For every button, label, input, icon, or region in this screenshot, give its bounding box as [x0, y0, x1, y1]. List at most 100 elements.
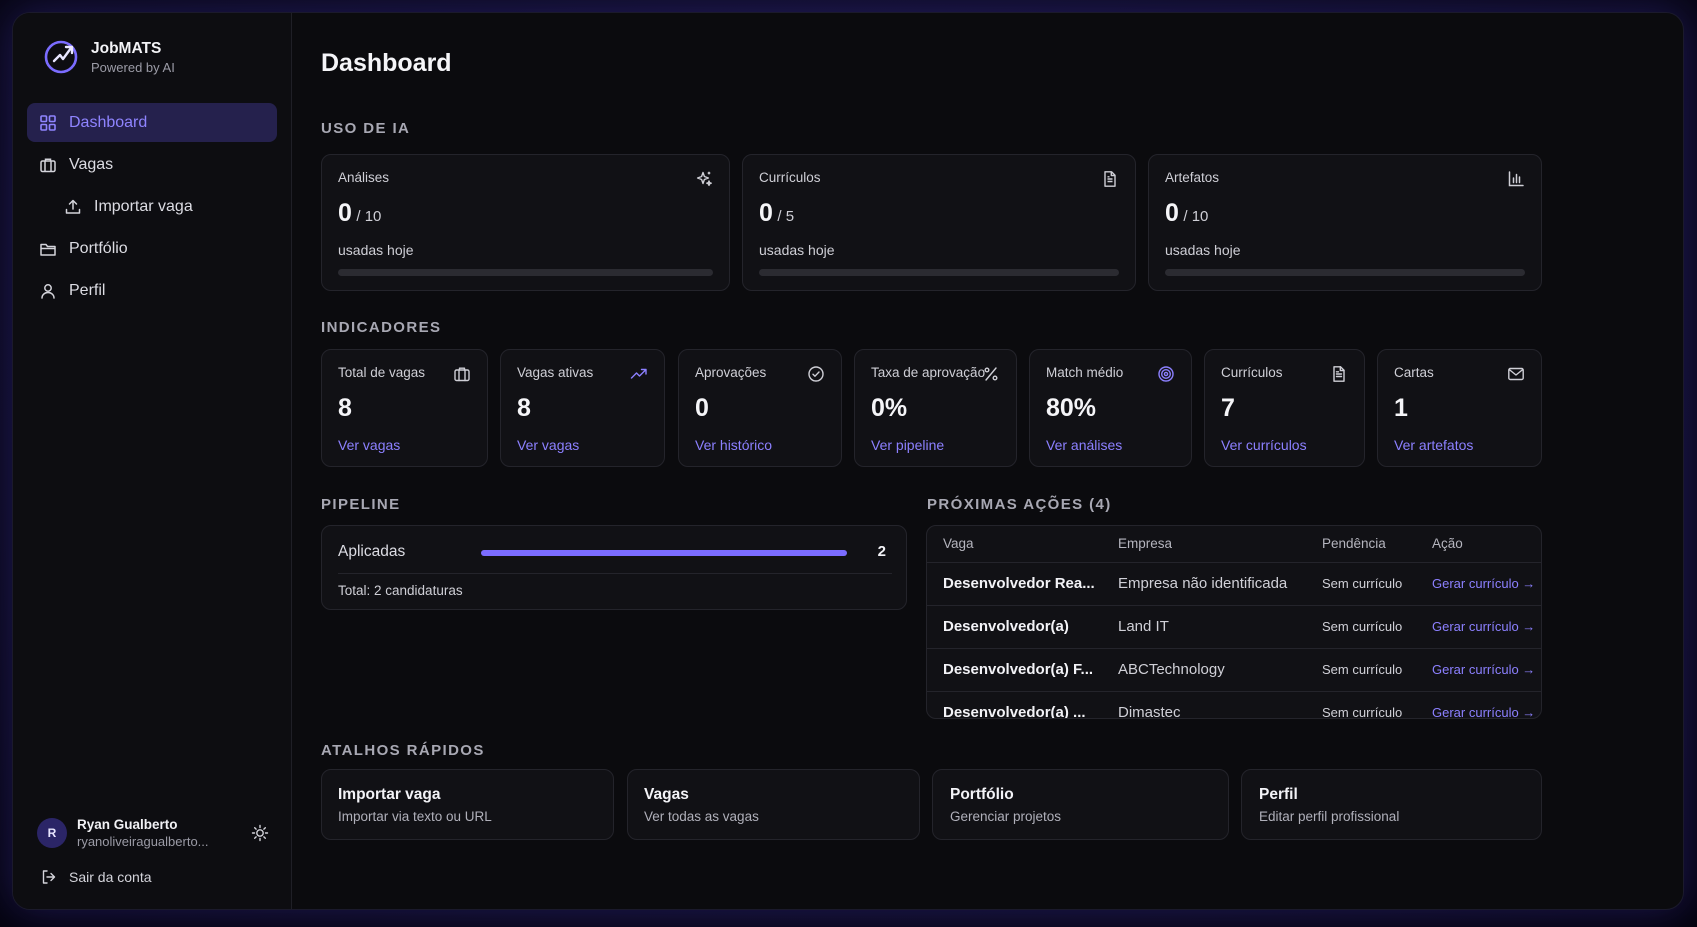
column-header-empresa: Empresa: [1102, 526, 1306, 563]
brand-name: JobMATS: [91, 39, 162, 57]
shortcut-subtitle: Gerenciar projetos: [950, 809, 1062, 824]
gerar-curriculo-link[interactable]: Gerar currículo →: [1416, 605, 1541, 649]
next-actions-table: Vaga Empresa Pendência Ação Desenvolvedo…: [927, 526, 1541, 719]
indicator-link[interactable]: Ver histórico: [695, 437, 773, 453]
ia-card-limit: / 10: [1183, 208, 1209, 225]
ia-card-label: Análises: [338, 170, 390, 185]
brand[interactable]: JobMATS Powered by AI: [27, 33, 277, 77]
table-row: Desenvolvedor Rea... Empresa não identif…: [927, 562, 1541, 606]
indicator-card: Total de vagas 8 Ver vagas: [321, 349, 488, 467]
ia-card-caption: usadas hoje: [1165, 242, 1241, 258]
trending-up-icon: [630, 368, 647, 379]
page-title: Dashboard: [321, 49, 452, 77]
cell-vaga[interactable]: Desenvolvedor Rea...: [927, 562, 1102, 606]
gerar-curriculo-link[interactable]: Gerar currículo →: [1416, 562, 1541, 606]
logout-icon: [42, 870, 56, 884]
folder-icon: [40, 243, 56, 256]
shortcut-portfolio[interactable]: Portfólio Gerenciar projetos: [932, 769, 1229, 840]
cell-pendencia: Sem currículo: [1306, 648, 1416, 692]
sidebar-item-perfil[interactable]: Perfil: [27, 271, 277, 310]
ia-card-value: 0: [759, 199, 773, 227]
indicator-value: 8: [338, 394, 352, 422]
shortcut-importar-vaga[interactable]: Importar vaga Importar via texto ou URL: [321, 769, 614, 840]
ia-card-analises: Análises 0 / 10 usadas hoje: [321, 154, 730, 291]
indicator-link[interactable]: Ver pipeline: [871, 437, 945, 453]
upload-icon: [65, 199, 81, 214]
cell-vaga[interactable]: Desenvolvedor(a) F...: [927, 648, 1102, 692]
mail-icon: [1508, 367, 1524, 381]
indicator-link[interactable]: Ver artefatos: [1394, 437, 1474, 453]
indicator-card: Aprovações 0 Ver histórico: [678, 349, 842, 467]
indicator-card: Match médio 80% Ver análises: [1029, 349, 1192, 467]
gerar-curriculo-link[interactable]: Gerar currículo →: [1416, 648, 1541, 692]
app-window: JobMATS Powered by AI Dashboard Vagas: [12, 12, 1684, 910]
sidebar-item-vagas[interactable]: Vagas: [27, 145, 277, 184]
shortcut-perfil[interactable]: Perfil Editar perfil profissional: [1241, 769, 1542, 840]
indicator-card: Cartas 1 Ver artefatos: [1377, 349, 1542, 467]
briefcase-icon: [454, 367, 470, 382]
target-icon: [1158, 366, 1174, 382]
sidebar-item-importar-vaga[interactable]: Importar vaga: [27, 187, 277, 226]
table-row: Desenvolvedor(a) ... Dimastec Sem curríc…: [927, 691, 1541, 719]
sidebar-item-dashboard[interactable]: Dashboard: [27, 103, 277, 142]
briefcase-icon: [40, 157, 56, 172]
shortcut-vagas[interactable]: Vagas Ver todas as vagas: [627, 769, 920, 840]
cell-pendencia: Sem currículo: [1306, 562, 1416, 606]
ia-card-caption: usadas hoje: [759, 242, 835, 258]
logout-label: Sair da conta: [69, 869, 152, 885]
indicator-link[interactable]: Ver análises: [1046, 437, 1123, 453]
table-header-row: Vaga Empresa Pendência Ação: [927, 526, 1541, 563]
cell-empresa: Land IT: [1102, 605, 1306, 649]
indicator-label: Total de vagas: [338, 365, 426, 380]
grid-icon: [40, 114, 56, 131]
bar-chart-icon: [1508, 171, 1524, 187]
sidebar-item-portfolio[interactable]: Portfólio: [27, 229, 277, 268]
indicator-label: Vagas ativas: [517, 365, 594, 380]
cell-vaga[interactable]: Desenvolvedor(a): [927, 605, 1102, 649]
indicator-label: Taxa de aprovação: [871, 365, 986, 380]
table-row: Desenvolvedor(a) F... ABCTechnology Sem …: [927, 648, 1541, 692]
cell-empresa: ABCTechnology: [1102, 648, 1306, 692]
ia-card-limit: / 10: [356, 208, 382, 225]
column-header-acao: Ação: [1416, 526, 1541, 563]
main-content: Dashboard USO DE IA Análises 0 / 10 usad…: [292, 13, 1683, 909]
user-profile[interactable]: R Ryan Gualberto ryanoliveiragualberto..…: [37, 817, 269, 849]
shortcut-subtitle: Ver todas as vagas: [644, 809, 759, 824]
cell-empresa: Empresa não identificada: [1102, 562, 1306, 606]
check-circle-icon: [808, 366, 824, 382]
gerar-curriculo-link[interactable]: Gerar currículo →: [1432, 705, 1536, 719]
sun-icon[interactable]: [251, 824, 269, 842]
avatar: R: [37, 818, 67, 848]
pipeline-stage-label: Aplicadas: [338, 543, 406, 560]
section-title-ia: USO DE IA: [321, 120, 411, 137]
indicator-card: Taxa de aprovação 0% Ver pipeline: [854, 349, 1017, 467]
indicator-value: 8: [517, 394, 531, 422]
indicator-label: Cartas: [1394, 365, 1434, 380]
pipeline-stage-count: 2: [877, 543, 886, 560]
cell-empresa: Dimastec: [1118, 704, 1181, 719]
cell-vaga[interactable]: Desenvolvedor(a) ...: [943, 704, 1086, 719]
brand-tagline: Powered by AI: [91, 59, 175, 75]
pipeline-stage-fill: [481, 550, 847, 556]
indicator-link[interactable]: Ver vagas: [338, 437, 401, 453]
indicator-value: 1: [1394, 394, 1408, 422]
ia-card-label: Artefatos: [1165, 170, 1220, 185]
indicator-link[interactable]: Ver currículos: [1221, 437, 1307, 453]
indicator-link[interactable]: Ver vagas: [517, 437, 580, 453]
ia-card-artefatos: Artefatos 0 / 10 usadas hoje: [1148, 154, 1542, 291]
document-icon: [1333, 366, 1345, 382]
ia-card-caption: usadas hoje: [338, 242, 414, 258]
pipeline-divider: [338, 573, 892, 574]
shortcut-title: Importar vaga: [338, 786, 441, 803]
ia-progress-bar: [759, 269, 1119, 276]
indicator-value: 7: [1221, 394, 1235, 422]
indicator-card: Currículos 7 Ver currículos: [1204, 349, 1365, 467]
pipeline-total: Total: 2 candidaturas: [338, 583, 463, 598]
ia-card-value: 0: [338, 199, 352, 227]
indicator-value: 80%: [1046, 394, 1097, 422]
sidebar-item-label: Dashboard: [69, 113, 148, 131]
percent-icon: [984, 367, 998, 381]
ia-card-label: Currículos: [759, 170, 821, 185]
indicator-label: Aprovações: [695, 365, 767, 380]
logout-button[interactable]: Sair da conta: [41, 869, 152, 885]
